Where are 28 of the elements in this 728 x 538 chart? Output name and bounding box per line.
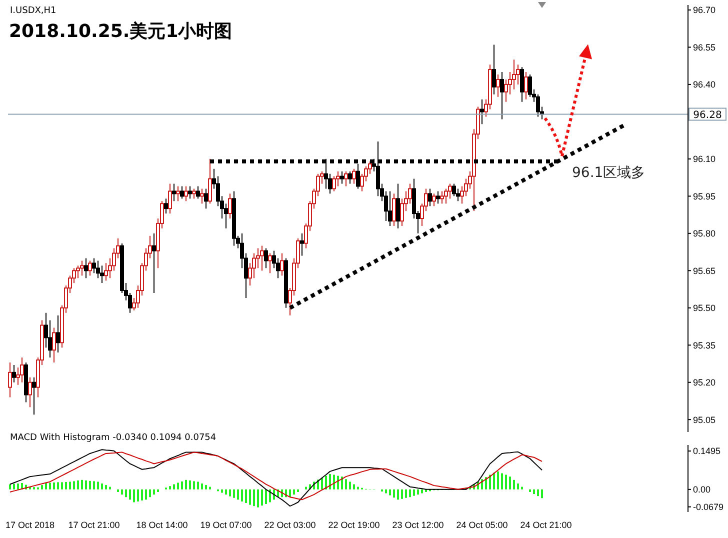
y-tick-label: 0.1495: [693, 446, 721, 456]
x-tick-label: 22 Oct 03:00: [264, 520, 316, 530]
x-tick-label: 24 Oct 21:00: [520, 520, 572, 530]
y-tick-label: 95.20: [693, 378, 716, 388]
y-tick-label: 95.50: [693, 303, 716, 314]
chart-subtitle: I.USDX,H1: [10, 6, 56, 16]
x-tick-label: 22 Oct 19:00: [328, 520, 380, 530]
y-tick-label: 96.55: [693, 42, 716, 52]
y-tick-label: 95.05: [693, 414, 716, 425]
x-tick-label: 18 Oct 14:00: [136, 520, 188, 530]
y-tick-label: 0.00: [693, 484, 711, 495]
ref-line-label: 96.28: [693, 110, 722, 122]
y-tick-label: 95.95: [693, 191, 716, 202]
y-tick-label: 95.80: [693, 228, 716, 239]
x-tick-label: 24 Oct 05:00: [456, 520, 508, 530]
x-tick-label: 17 Oct 2018: [5, 520, 55, 530]
y-tick-label: 95.65: [693, 266, 716, 276]
y-tick-label: 96.10: [693, 154, 716, 164]
y-tick-label: 95.35: [693, 340, 716, 350]
x-tick-label: 17 Oct 21:00: [68, 520, 120, 530]
chart-title: MACD With Histogram -0.0340 0.1094 0.0754: [10, 433, 216, 443]
y-tick-label: -0.0679: [693, 502, 724, 512]
y-tick-label: 96.70: [693, 5, 716, 16]
x-tick-label: 23 Oct 12:00: [392, 520, 444, 530]
x-tick-label: 19 Oct 07:00: [200, 520, 252, 530]
y-tick-label: 96.40: [693, 80, 716, 90]
text: 2018.10.25.美元1小时图: [9, 20, 232, 43]
annotation: 96.1区域多: [572, 164, 646, 182]
